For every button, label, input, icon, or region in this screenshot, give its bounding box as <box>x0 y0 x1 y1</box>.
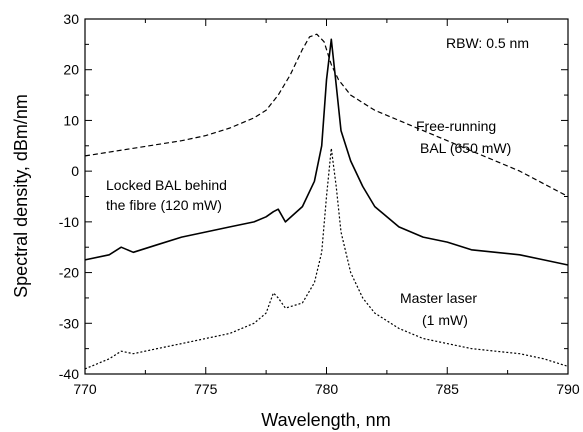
y-tick-label: -10 <box>59 214 79 230</box>
y-tick-label: 10 <box>63 112 79 128</box>
annotation-rbw: RBW: 0.5 nm <box>446 35 529 51</box>
annotation-master-line-1: Master laser <box>400 290 477 306</box>
annotation-master-line-2: (1 mW) <box>422 312 468 328</box>
series-line-free-running <box>84 33 569 198</box>
series-layer <box>84 33 569 370</box>
x-tick-label: 790 <box>556 381 580 397</box>
annotation-master: Master laser (1 mW) <box>400 290 477 328</box>
x-axis-title: Wavelength, nm <box>261 410 390 430</box>
y-tick-label: 20 <box>63 62 79 78</box>
y-axis-title: Spectral density, dBm/nm <box>11 94 31 298</box>
x-tick-label: 775 <box>194 381 218 397</box>
annotation-locked-line-1: Locked BAL behind <box>106 177 227 193</box>
annotation-locked: Locked BAL behind the fibre (120 mW) <box>106 177 227 213</box>
y-tick-label: 30 <box>63 11 79 27</box>
x-ticks-layer: 770 775 780 785 790 <box>73 19 580 397</box>
y-tick-label: -30 <box>59 315 79 331</box>
y-tick-label: -40 <box>59 366 79 382</box>
x-tick-label: 785 <box>436 381 460 397</box>
y-tick-label: 0 <box>71 163 79 179</box>
x-tick-label: 780 <box>315 381 339 397</box>
y-tick-label: -20 <box>59 265 79 281</box>
x-tick-label: 770 <box>73 381 97 397</box>
series-line-locked <box>84 38 569 266</box>
annotation-free-running-line-2: BAL (650 mW) <box>420 140 511 156</box>
annotation-locked-line-2: the fibre (120 mW) <box>106 197 222 213</box>
annotation-rbw-line-1: RBW: 0.5 nm <box>446 35 529 51</box>
series-line-master <box>84 147 569 370</box>
y-ticks-layer: -40 -30 -20 -10 0 10 20 30 <box>59 11 568 382</box>
annotation-free-running-line-1: Free-running <box>416 118 496 134</box>
annotation-free-running: Free-running BAL (650 mW) <box>416 118 511 156</box>
